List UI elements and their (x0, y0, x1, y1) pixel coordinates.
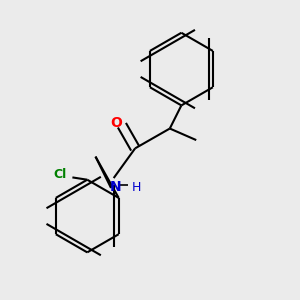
Text: O: O (110, 116, 122, 130)
Text: N: N (110, 180, 121, 194)
Text: Cl: Cl (53, 168, 66, 181)
Text: H: H (132, 182, 141, 194)
